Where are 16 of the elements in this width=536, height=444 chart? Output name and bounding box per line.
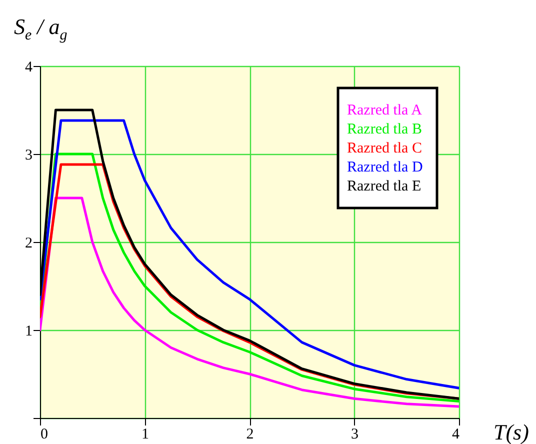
x-tick-label: 1: [142, 426, 149, 442]
text: Razred tla D: [347, 160, 423, 176]
y-tick-label: 3: [25, 148, 32, 164]
text: Razred tla C: [347, 140, 422, 156]
y-tick-label: 2: [25, 236, 32, 252]
text: Razred tla A: [347, 102, 422, 118]
y-axis-title: S$_{e}$ / a$_{g}$: [14, 14, 68, 44]
x-tick-label: 4: [452, 426, 460, 442]
y-tick-label: 1: [25, 324, 32, 340]
text: Razred tla B: [347, 122, 422, 138]
x-axis-title: T(s): [494, 420, 529, 444]
x-tick-label: 2: [246, 426, 254, 442]
x-tick-label: 3: [351, 426, 358, 442]
text: Razred tla E: [347, 178, 422, 194]
y-tick-label: 4: [25, 60, 33, 76]
x-tick-label: 0: [40, 426, 48, 442]
